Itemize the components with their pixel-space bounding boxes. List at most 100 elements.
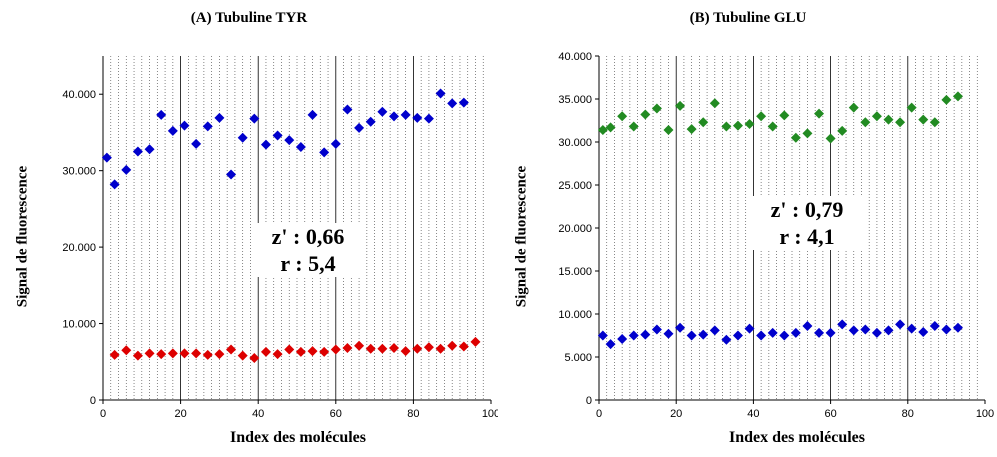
data-point-series-1 <box>389 343 399 354</box>
data-point-series-0 <box>400 109 411 120</box>
data-point-series-1 <box>848 325 859 336</box>
scatter-plot-b: 0 5.000 10.000 15.000 20.000 25.000 30.000 35.0… <box>558 51 994 420</box>
chart-title: (A) Tubuline TYR <box>190 10 308 26</box>
data-point-series-1 <box>941 324 952 335</box>
data-point-series-1 <box>214 349 225 360</box>
data-point-series-1 <box>675 322 686 333</box>
data-point-series-0 <box>732 120 743 131</box>
data-point-series-0 <box>617 111 628 122</box>
data-point-series-1 <box>617 333 628 344</box>
y-tick-label: 15.000 <box>558 266 592 278</box>
scatter-plot-a: 0 10.000 20.000 30.000 40.000 0 20 40 60 80 100 <box>62 56 498 420</box>
data-point-series-1 <box>132 350 143 361</box>
data-point-series-1 <box>272 349 283 360</box>
data-point-series-0 <box>237 132 248 143</box>
data-point-series-0 <box>952 91 963 102</box>
data-point-series-1 <box>307 346 318 357</box>
data-point-series-0 <box>284 135 295 146</box>
data-point-series-0 <box>354 122 365 133</box>
data-point-series-1 <box>698 329 709 340</box>
data-point-series-1 <box>354 340 365 351</box>
data-point-series-1 <box>825 327 836 338</box>
y-tick-label: 0 <box>586 395 592 407</box>
data-point-series-0 <box>651 103 662 114</box>
r-value: r : 4,1 <box>779 224 835 249</box>
data-point-series-1 <box>121 345 132 356</box>
data-point-series-0 <box>640 109 651 120</box>
data-point-series-0 <box>307 109 318 120</box>
data-point-series-1 <box>377 343 388 354</box>
data-point-series-0 <box>918 114 929 125</box>
data-point-series-1 <box>814 327 825 338</box>
data-point-series-0 <box>179 120 190 131</box>
data-point-series-1 <box>435 343 446 354</box>
data-point-series-0 <box>167 125 178 136</box>
data-point-series-0 <box>814 108 825 119</box>
data-point-series-0 <box>663 124 674 135</box>
y-tick-label: 10.000 <box>558 309 592 321</box>
data-point-series-1 <box>640 329 651 340</box>
y-tick-label: 0 <box>90 395 96 407</box>
data-point-series-1 <box>779 330 790 341</box>
data-point-series-0 <box>941 94 952 105</box>
data-point-series-1 <box>597 330 608 341</box>
x-tick-label: 100 <box>976 408 994 420</box>
data-point-series-1 <box>918 327 929 338</box>
y-tick-label: 5.000 <box>564 352 592 364</box>
y-tick-label: 40.000 <box>558 51 592 63</box>
data-point-series-0 <box>628 121 639 132</box>
data-point-series-0 <box>597 124 608 135</box>
data-point-series-0 <box>144 144 155 155</box>
data-point-series-0 <box>698 117 709 128</box>
x-tick-label: 60 <box>330 408 342 420</box>
y-axis-label: Signal de fluorescence <box>513 165 530 308</box>
data-point-series-0 <box>101 152 112 163</box>
data-point-series-0 <box>272 130 283 141</box>
data-point-series-1 <box>721 334 732 345</box>
data-point-series-0 <box>260 139 271 150</box>
x-tick-label: 40 <box>747 408 759 420</box>
data-point-series-0 <box>825 133 836 144</box>
data-point-series-1 <box>284 344 295 355</box>
data-point-series-1 <box>237 350 248 361</box>
x-tick-label: 80 <box>407 408 419 420</box>
data-point-series-1 <box>179 348 190 359</box>
data-point-series-1 <box>871 327 882 338</box>
data-point-series-0 <box>871 111 882 122</box>
x-tick-label: 0 <box>100 408 106 420</box>
data-point-series-0 <box>458 97 469 108</box>
data-point-series-0 <box>214 112 225 123</box>
data-point-series-1 <box>156 349 167 360</box>
data-point-series-0 <box>802 128 813 139</box>
data-point-series-0 <box>709 98 720 109</box>
data-point-series-1 <box>342 343 353 354</box>
data-point-series-1 <box>191 348 202 359</box>
data-point-series-1 <box>109 349 120 360</box>
data-point-series-1 <box>226 344 237 355</box>
data-point-series-0 <box>330 138 341 149</box>
data-point-series-1 <box>686 330 697 341</box>
data-point-series-0 <box>447 98 458 109</box>
data-point-series-0 <box>790 132 801 143</box>
data-point-series-0 <box>342 104 353 115</box>
data-point-series-1 <box>447 340 458 351</box>
data-point-series-1 <box>365 343 376 354</box>
x-tick-label: 60 <box>824 408 836 420</box>
data-point-series-0 <box>249 113 260 124</box>
data-point-series-0 <box>319 147 330 158</box>
data-point-series-0 <box>156 109 167 120</box>
data-point-series-0 <box>906 102 917 113</box>
chart-panel-b: (B) Tubuline GLU 0 5.000 10.000 15.000 20.00… <box>499 0 997 457</box>
data-point-series-0 <box>226 169 237 180</box>
x-tick-label: 20 <box>670 408 682 420</box>
data-point-series-0 <box>721 121 732 132</box>
stats-annotation: z' : 0,79 r : 4,1 <box>752 196 862 250</box>
data-point-series-0 <box>132 146 143 157</box>
data-point-series-0 <box>412 112 423 123</box>
data-point-series-1 <box>663 328 674 339</box>
data-point-series-0 <box>389 111 399 122</box>
data-point-series-1 <box>319 346 330 357</box>
y-tick-label: 40.000 <box>62 89 96 101</box>
chart-panel-a: (A) Tubuline TYR 0 10.000 20.000 30.000 40.0… <box>0 0 499 457</box>
data-point-series-1 <box>412 343 423 354</box>
